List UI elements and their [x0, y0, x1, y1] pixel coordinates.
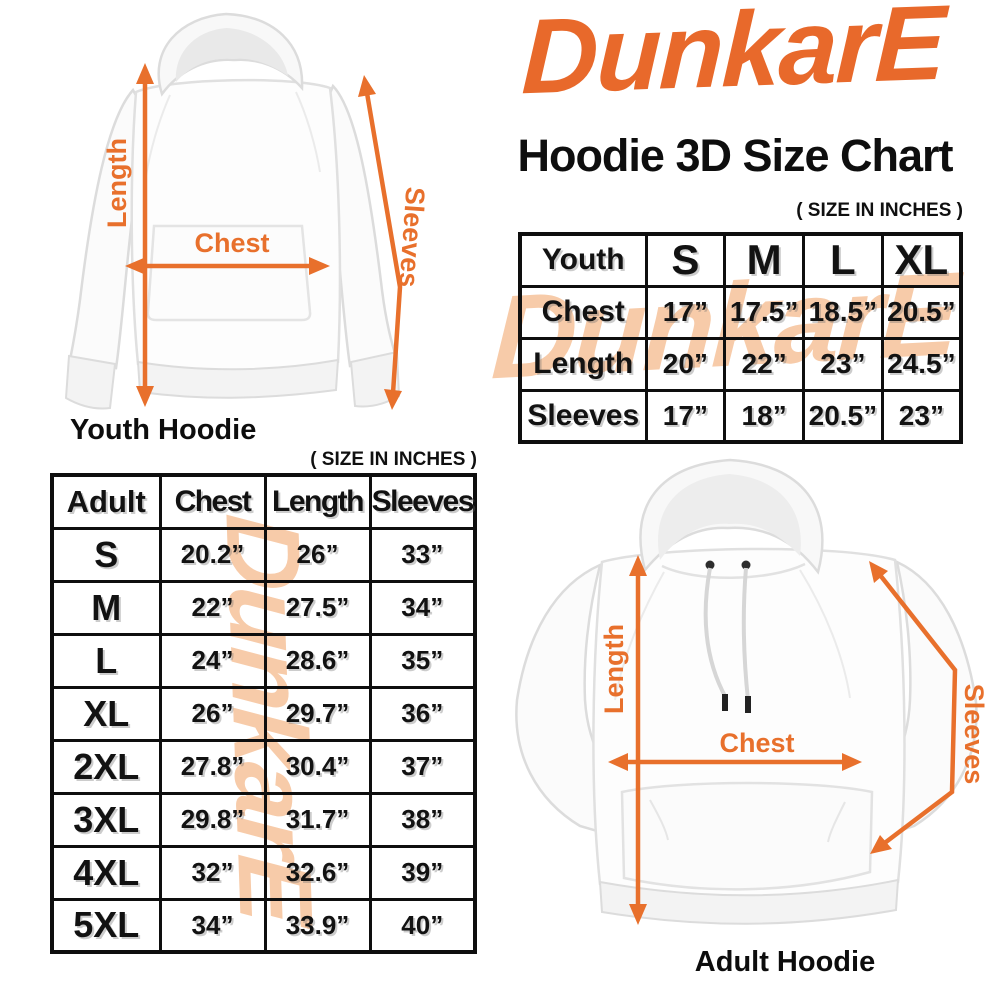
youth-table-corner-header: Youth [518, 232, 648, 288]
adult-size-table: Adult Chest Length Sleeves S 20.2” 26” 33” M 22” 2… [50, 473, 477, 954]
adult-sleeves-arrow [869, 561, 958, 854]
youth-table-col-header-xl: XL [880, 232, 963, 288]
youth-sleeves-arrow [358, 75, 403, 410]
adult-table-row-2xl: 2XL 27.8” 30.4” 37” [50, 738, 477, 795]
adult-table-cell: 37” [368, 738, 477, 795]
adult-table-row-3xl: 3XL 29.8” 31.7” 38” [50, 791, 477, 848]
youth-table-row-length: Length 20” 22” 23” 24.5” [518, 336, 963, 392]
adult-table-cell: 30.4” [263, 738, 372, 795]
youth-table-cell: 20.5” [880, 284, 963, 340]
youth-table-row-chest: Chest 17” 17.5” 18.5” 20.5” [518, 284, 963, 340]
youth-table-cell: 18” [723, 388, 805, 444]
youth-size-unit-note: ( SIZE IN INCHES ) [796, 200, 963, 221]
adult-table-col-header-length: Length [263, 473, 372, 530]
adult-table-cell: 22” [158, 579, 267, 636]
youth-table-cell: 23” [880, 388, 963, 444]
adult-table-cell: 32” [158, 844, 267, 901]
youth-table-row-sleeves: Sleeves 17” 18” 20.5” 23” [518, 388, 963, 444]
adult-table-cell: 26” [263, 526, 372, 583]
youth-table-cell: 23” [802, 336, 884, 392]
adult-table-cell: 33.9” [263, 897, 372, 954]
adult-table-cell: 39” [368, 844, 477, 901]
adult-table-row-label-5xl: 5XL [50, 897, 162, 954]
adult-table-cell: 32.6” [263, 844, 372, 901]
adult-table-cell: 27.8” [158, 738, 267, 795]
adult-table-row-4xl: 4XL 32” 32.6” 39” [50, 844, 477, 901]
adult-length-label: Length [599, 624, 629, 714]
youth-table-col-header-l: L [802, 232, 884, 288]
youth-chest-arrow [125, 257, 330, 275]
adult-table-cell: 27.5” [263, 579, 372, 636]
adult-table-cell: 34” [368, 579, 477, 636]
adult-table-row-m: M 22” 27.5” 34” [50, 579, 477, 636]
adult-table-row-label-3xl: 3XL [50, 791, 162, 848]
youth-table-cell: 17” [644, 284, 727, 340]
youth-table-header-row: Youth S M L XL [518, 232, 963, 288]
adult-table-row-xl: XL 26” 29.7” 36” [50, 685, 477, 742]
adult-table-cell: 26” [158, 685, 267, 742]
adult-table-cell: 28.6” [263, 632, 372, 689]
youth-table-cell: 20” [644, 336, 727, 392]
youth-table-cell: 18.5” [802, 284, 884, 340]
youth-table-cell: 20.5” [802, 388, 884, 444]
adult-chest-label: Chest [719, 728, 794, 758]
adult-table-cell: 31.7” [263, 791, 372, 848]
youth-sleeves-label: Sleeves [393, 186, 430, 288]
adult-table-row-l: L 24” 28.6” 35” [50, 632, 477, 689]
adult-table-col-header-chest: Chest [158, 473, 267, 530]
adult-table-cell: 36” [368, 685, 477, 742]
youth-table-cell: 24.5” [880, 336, 963, 392]
adult-table-row-label-4xl: 4XL [50, 844, 162, 901]
adult-table-cell: 35” [368, 632, 477, 689]
brand-logo: DunkarE [520, 0, 946, 117]
youth-table-row-label-length: Length [518, 336, 648, 392]
adult-table-cell: 20.2” [158, 526, 267, 583]
adult-table-row-label-m: M [50, 579, 162, 636]
adult-table-row-label-l: L [50, 632, 162, 689]
adult-table-cell: 40” [368, 897, 477, 954]
adult-table-row-label-2xl: 2XL [50, 738, 162, 795]
adult-sleeves-label: Sleeves [959, 684, 989, 785]
youth-table-col-header-m: M [723, 232, 805, 288]
adult-table-header-row: Adult Chest Length Sleeves [50, 473, 477, 530]
youth-size-table: Youth S M L XL Chest 17” 17.5” 18.5” 20.5” Length 2… [518, 232, 963, 444]
adult-table-cell: 29.7” [263, 685, 372, 742]
adult-hoodie-graphic [515, 458, 978, 925]
youth-table-cell: 22” [723, 336, 805, 392]
youth-table-col-header-s: S [644, 232, 727, 288]
adult-table-cell: 29.8” [158, 791, 267, 848]
adult-table-cell: 38” [368, 791, 477, 848]
youth-table-cell: 17” [644, 388, 727, 444]
page-title: Hoodie 3D Size Chart [517, 130, 953, 181]
youth-table-row-label-chest: Chest [518, 284, 648, 340]
adult-table-cell: 34” [158, 897, 267, 954]
youth-chest-label: Chest [194, 228, 269, 258]
adult-size-unit-note: ( SIZE IN INCHES ) [310, 449, 477, 470]
youth-length-arrow [136, 63, 154, 407]
youth-figure-caption: Youth Hoodie [70, 414, 257, 446]
youth-length-label: Length [102, 138, 132, 228]
youth-hoodie-graphic [64, 12, 401, 410]
adult-length-arrow [629, 555, 647, 925]
adult-table-row-label-xl: XL [50, 685, 162, 742]
adult-table-corner-header: Adult [50, 473, 162, 530]
adult-table-row-s: S 20.2” 26” 33” [50, 526, 477, 583]
adult-table-col-header-sleeves: Sleeves [368, 473, 477, 530]
youth-table-cell: 17.5” [723, 284, 805, 340]
youth-table-row-label-sleeves: Sleeves [518, 388, 648, 444]
adult-table-row-5xl: 5XL 34” 33.9” 40” [50, 897, 477, 954]
adult-table-cell: 33” [368, 526, 477, 583]
adult-figure-caption: Adult Hoodie [694, 946, 876, 978]
adult-chest-arrow [608, 753, 862, 771]
adult-table-row-label-s: S [50, 526, 162, 583]
adult-table-cell: 24” [158, 632, 267, 689]
